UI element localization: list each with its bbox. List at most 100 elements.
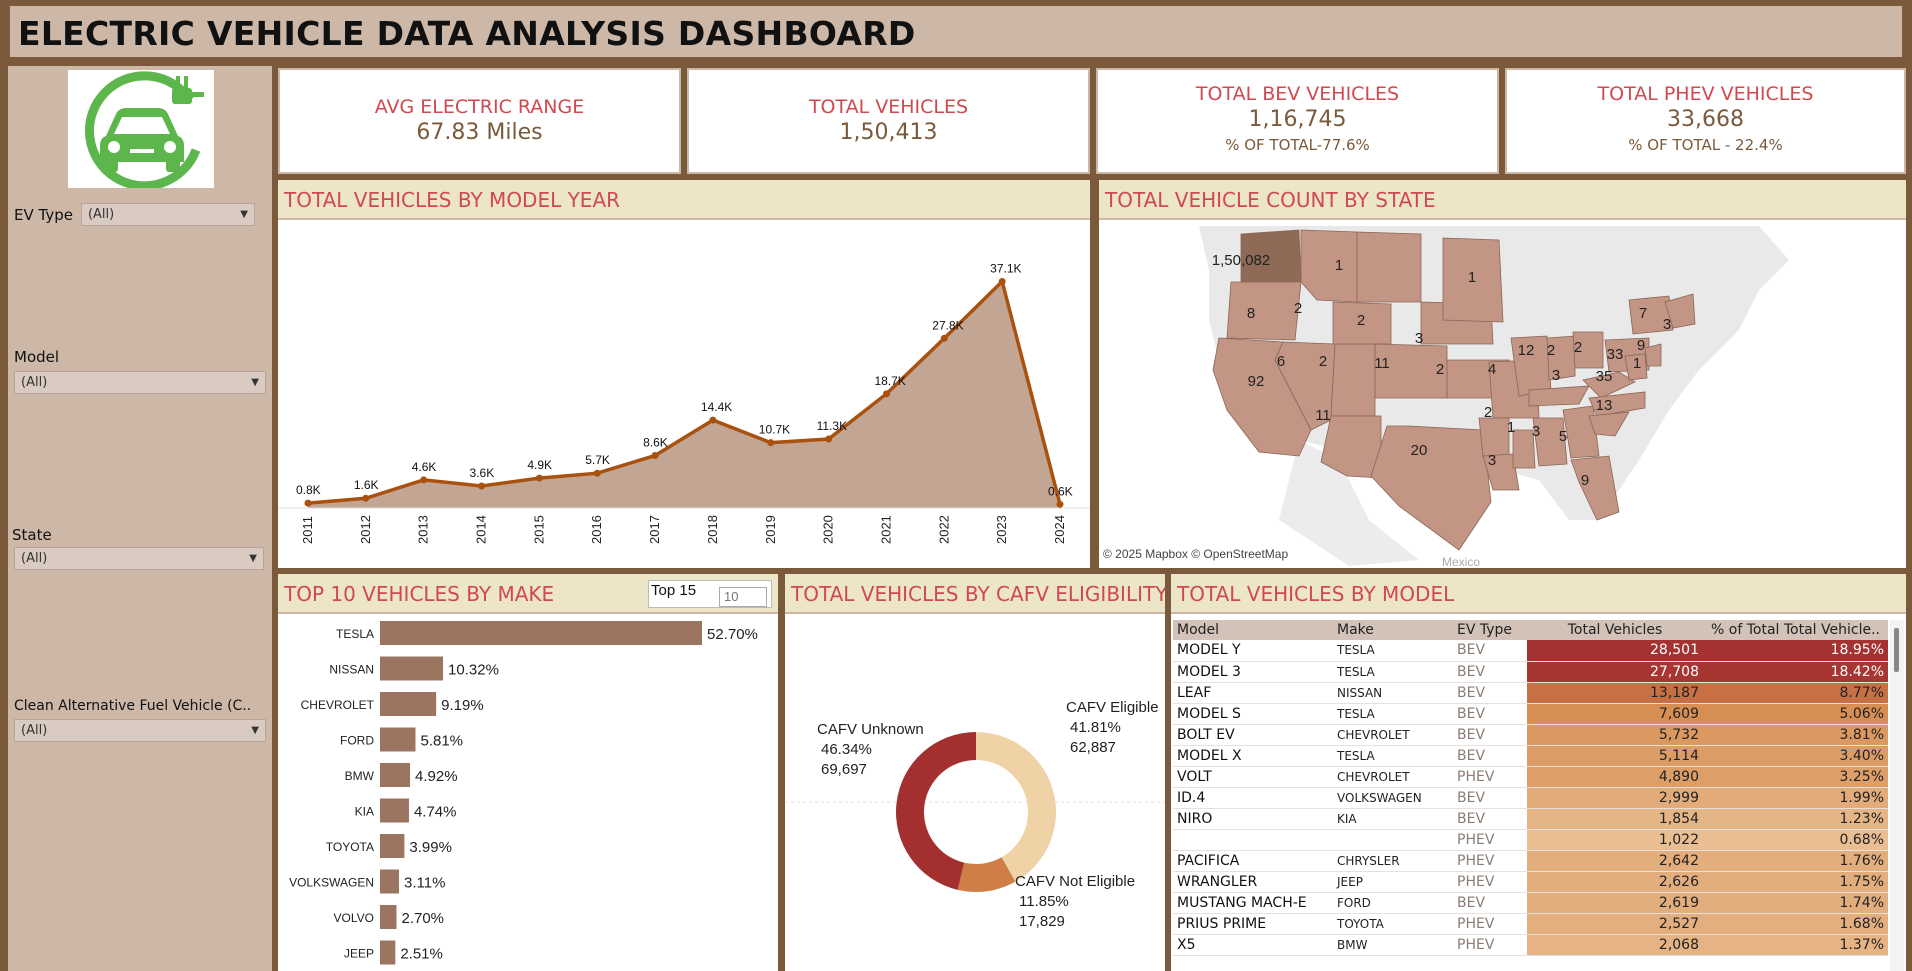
kpi-total-vehicles: TOTAL VEHICLES 1,50,413 xyxy=(687,68,1090,174)
table-cell: VOLKSWAGEN xyxy=(1333,787,1453,809)
make-bar xyxy=(380,692,437,716)
table-row[interactable]: MODEL X TESLA BEV 5,114 3.40% xyxy=(1173,745,1888,767)
table-cell: TESLA xyxy=(1333,640,1453,662)
state-count-label: 35 xyxy=(1596,368,1613,385)
table-cell: CHEVROLET xyxy=(1333,766,1453,788)
x-tick-label: 2014 xyxy=(474,515,489,544)
table-row[interactable]: VOLT CHEVROLET PHEV 4,890 3.25% xyxy=(1173,766,1888,788)
series-line xyxy=(307,278,1062,505)
state-count-label: 33 xyxy=(1607,346,1624,363)
table-cell: PRIUS PRIME xyxy=(1173,913,1333,935)
panel-model-year: TOTAL VEHICLES BY MODEL YEAR 0.8K 2011 1.6… xyxy=(278,180,1090,568)
state-count-label: 9 xyxy=(1637,337,1645,354)
kpi-total-phev: TOTAL PHEV VEHICLES 33,668 % OF TOTAL - … xyxy=(1505,68,1906,174)
chevron-down-icon: ▼ xyxy=(249,553,257,564)
make-category-label: FORD xyxy=(340,734,374,748)
kpi-total-phev-label: TOTAL PHEV VEHICLES xyxy=(1597,83,1814,105)
table-row[interactable]: X5 BMW PHEV 2,068 1.37% xyxy=(1173,934,1888,956)
table-cell: LEAF xyxy=(1173,682,1333,704)
table-row[interactable]: MODEL Y TESLA BEV 28,501 18.95% xyxy=(1173,640,1888,662)
table-row[interactable]: PACIFICA CHRYSLER PHEV 2,642 1.76% xyxy=(1173,850,1888,872)
scrollbar-thumb[interactable] xyxy=(1894,628,1899,672)
panel-cafv: TOTAL VEHICLES BY CAFV ELIGIBILITY CAFV … xyxy=(785,574,1165,971)
kpi-avg-range: AVG ELECTRIC RANGE 67.83 Miles xyxy=(278,68,681,174)
state-value: (All) xyxy=(21,551,48,566)
table-row[interactable]: MODEL 3 TESLA BEV 27,708 18.42% xyxy=(1173,661,1888,683)
table-cell: JEEP xyxy=(1333,871,1453,893)
data-point xyxy=(825,435,833,443)
table-cell: 1,854 xyxy=(1527,808,1703,830)
table-cell: NISSAN xyxy=(1333,682,1453,704)
model-table-header: Model Make EV Type Total Vehicles% of Total… xyxy=(1173,620,1888,640)
kpi-total-vehicles-label: TOTAL VEHICLES xyxy=(808,96,969,118)
x-tick-label: 2016 xyxy=(589,515,604,544)
table-column-header[interactable]: EV Type xyxy=(1453,620,1527,640)
make-bar xyxy=(380,621,702,645)
table-scrollbar[interactable] xyxy=(1890,620,1904,971)
data-label: 11.3K xyxy=(817,419,847,433)
table-cell: TESLA xyxy=(1333,661,1453,683)
table-cell: PHEV xyxy=(1453,934,1527,956)
chevron-down-icon: ▼ xyxy=(251,377,259,388)
table-cell: 5,114 xyxy=(1527,745,1703,767)
make-bar xyxy=(380,727,416,752)
make-bar xyxy=(380,869,400,894)
state-count-label: 1 xyxy=(1633,355,1641,372)
table-column-header[interactable]: Model xyxy=(1173,620,1333,640)
make-bar xyxy=(380,834,405,858)
state-count-label: 2 xyxy=(1484,404,1492,421)
table-row[interactable]: PRIUS PRIME TOYOTA PHEV 2,527 1.68% xyxy=(1173,913,1888,935)
table-row[interactable]: WRANGLER JEEP PHEV 2,626 1.75% xyxy=(1173,871,1888,893)
table-row[interactable]: MODEL S TESLA BEV 7,609 5.06% xyxy=(1173,703,1888,725)
donut-category-label: CAFV Eligible xyxy=(1066,699,1159,716)
filter-cafv-label: Clean Alternative Fuel Vehicle (C.. xyxy=(14,698,252,714)
table-column-header[interactable]: % of Total Total Vehicle.. xyxy=(1703,620,1888,640)
table-cell: 1.99% xyxy=(1703,787,1888,809)
make-category-label: BMW xyxy=(345,769,375,783)
table-cell: BEV xyxy=(1453,745,1527,767)
map-credit: © 2025 Mapbox © OpenStreetMap xyxy=(1103,547,1288,561)
state-count-label: 11 xyxy=(1315,407,1331,424)
table-row[interactable]: BOLT EV CHEVROLET BEV 5,732 3.81% xyxy=(1173,724,1888,746)
table-cell: 13,187 xyxy=(1527,682,1703,704)
panel-model-table-title: TOTAL VEHICLES BY MODEL xyxy=(1171,574,1906,614)
table-row[interactable]: NIRO KIA BEV 1,854 1.23% xyxy=(1173,808,1888,830)
panel-cafv-title: TOTAL VEHICLES BY CAFV ELIGIBILITY xyxy=(785,574,1165,614)
make-category-label: VOLVO xyxy=(334,911,374,925)
table-row[interactable]: LEAF NISSAN BEV 13,187 8.77% xyxy=(1173,682,1888,704)
x-tick-label: 2023 xyxy=(994,515,1009,544)
table-cell: 1,022 xyxy=(1527,829,1703,851)
data-label: 4.6K xyxy=(412,460,437,474)
table-row[interactable]: MUSTANG MACH-E FORD BEV 2,619 1.74% xyxy=(1173,892,1888,914)
cafv-dropdown[interactable]: (All) ▼ xyxy=(14,719,266,742)
kpi-avg-range-label: AVG ELECTRIC RANGE xyxy=(374,96,585,118)
table-row[interactable]: PHEV 1,022 0.68% xyxy=(1173,829,1888,851)
top-n-input[interactable]: 10 xyxy=(719,587,767,607)
table-cell: PHEV xyxy=(1453,766,1527,788)
state-dropdown[interactable]: (All) ▼ xyxy=(14,547,264,570)
data-point xyxy=(882,390,890,398)
table-column-header[interactable]: Make xyxy=(1333,620,1453,640)
table-cell: PHEV xyxy=(1453,850,1527,872)
state-count-label: 3 xyxy=(1552,367,1560,384)
donut-percent-label: 11.85% xyxy=(1019,893,1069,910)
model-dropdown[interactable]: (All) ▼ xyxy=(14,371,266,394)
table-cell: 3.25% xyxy=(1703,766,1888,788)
table-row[interactable]: ID.4 VOLKSWAGEN BEV 2,999 1.99% xyxy=(1173,787,1888,809)
make-value-label: 10.32% xyxy=(448,662,499,679)
make-category-label: VOLKSWAGEN xyxy=(289,876,374,890)
top-n-label: Top 15 xyxy=(651,582,697,599)
ev-type-dropdown[interactable]: (All) ▼ xyxy=(80,203,255,226)
table-cell: 18.42% xyxy=(1703,661,1888,683)
table-cell: MODEL S xyxy=(1173,703,1333,725)
make-bar xyxy=(380,656,444,681)
table-cell: 1.23% xyxy=(1703,808,1888,830)
donut-count-label: 69,697 xyxy=(821,761,867,778)
cafv-value: (All) xyxy=(21,723,48,738)
filter-ev-type-label: EV Type xyxy=(14,205,73,224)
data-point xyxy=(535,474,543,482)
table-cell: X5 xyxy=(1173,934,1333,956)
table-column-header[interactable]: Total Vehicles xyxy=(1527,620,1703,640)
donut-count-label: 17,829 xyxy=(1019,913,1065,930)
